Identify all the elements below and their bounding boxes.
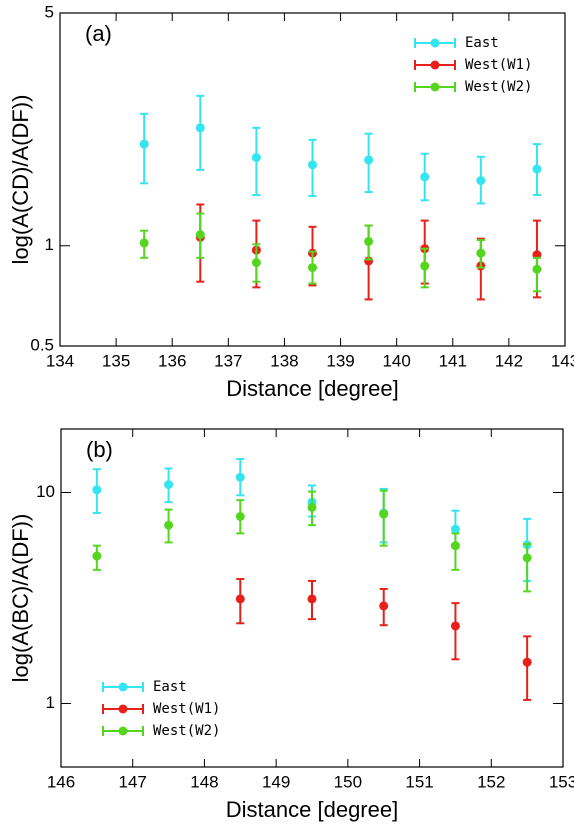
x-tick-label: 148 (190, 772, 218, 791)
data-point (522, 657, 532, 667)
data-point (308, 263, 317, 273)
y-tick-label: 5 (45, 2, 54, 21)
data-point (307, 502, 317, 512)
x-tick-label: 141 (439, 351, 467, 370)
y-tick-label: 1 (45, 235, 54, 254)
data-point (476, 176, 486, 186)
error-bar (451, 602, 460, 661)
y-tick-label: 1 (46, 693, 55, 712)
data-point (195, 230, 205, 240)
data-point (420, 172, 430, 182)
data-point (92, 551, 102, 561)
data-point (235, 511, 245, 521)
x-tick-label: 146 (47, 772, 75, 791)
plot-frame (60, 428, 564, 768)
x-tick-label: 142 (495, 351, 523, 370)
data-point (251, 153, 261, 163)
x-axis-title: Distance [degree] (226, 797, 398, 822)
error-bar (523, 635, 532, 701)
plot-frame (59, 12, 566, 347)
data-point (164, 520, 174, 530)
data-point (92, 485, 102, 495)
data-point (364, 236, 374, 246)
panel-label: (b) (86, 437, 113, 462)
y-tick-label: 10 (36, 482, 55, 501)
data-point (450, 621, 460, 631)
x-tick-label: 140 (382, 351, 410, 370)
data-point (139, 139, 149, 149)
data-point (235, 594, 245, 604)
data-point (195, 123, 205, 133)
y-tick-label: 0.5 (30, 335, 54, 354)
legend-marker (118, 726, 128, 736)
legend-label: West(W1) (465, 57, 532, 73)
data-point (235, 472, 245, 482)
data-point (251, 258, 261, 268)
x-tick-label: 149 (262, 772, 290, 791)
x-axis-title: Distance [degree] (226, 376, 398, 401)
x-tick-label: 135 (102, 351, 130, 370)
error-bar (523, 543, 532, 593)
x-tick-label: 147 (119, 772, 147, 791)
data-point (307, 594, 317, 604)
data-point (532, 164, 542, 174)
error-bar (451, 532, 460, 571)
legend-label: East (153, 679, 187, 695)
legend-marker (118, 704, 128, 714)
data-point (420, 261, 430, 271)
data-point (364, 155, 374, 165)
legend-marker (118, 682, 128, 692)
x-tick-label: 151 (405, 772, 433, 791)
panel: 134 135 136 137 138 139 140 141 142 143 0.5 1 5 (a) Di… (8, 2, 574, 400)
x-tick-label: 136 (158, 351, 186, 370)
legend-marker (430, 38, 440, 48)
data-point (308, 160, 317, 170)
data-point (164, 480, 174, 490)
error-bar (196, 94, 205, 171)
data-point (379, 509, 389, 519)
data-point (476, 248, 486, 258)
panel-label: (a) (85, 21, 112, 46)
legend-marker (430, 82, 440, 92)
data-point (139, 238, 149, 248)
x-tick-label: 150 (334, 772, 362, 791)
x-tick-label: 152 (477, 772, 505, 791)
panel: 146 147 148 149 150 151 152 153 1 10 (b) Distance [… (8, 428, 574, 822)
data-point (450, 541, 460, 551)
x-tick-label: 138 (270, 351, 298, 370)
legend-label: West(W2) (465, 79, 532, 95)
x-tick-label: 153 (549, 772, 574, 791)
data-point (522, 553, 532, 563)
data-point (450, 524, 460, 534)
y-axis-title: log(A(BC)/A(DF)) (8, 514, 33, 683)
error-bar (532, 256, 541, 293)
legend-marker (430, 60, 440, 70)
legend-label: East (465, 35, 499, 51)
legend-label: West(W2) (153, 723, 220, 739)
data-point (532, 264, 542, 274)
legend-label: West(W1) (153, 701, 220, 717)
x-tick-label: 134 (46, 351, 74, 370)
data-point (379, 601, 389, 611)
y-axis-title: log(A(CD)/A(DF)) (8, 95, 33, 265)
x-tick-label: 137 (214, 351, 242, 370)
x-tick-label: 139 (326, 351, 354, 370)
x-tick-label: 143 (551, 351, 574, 370)
